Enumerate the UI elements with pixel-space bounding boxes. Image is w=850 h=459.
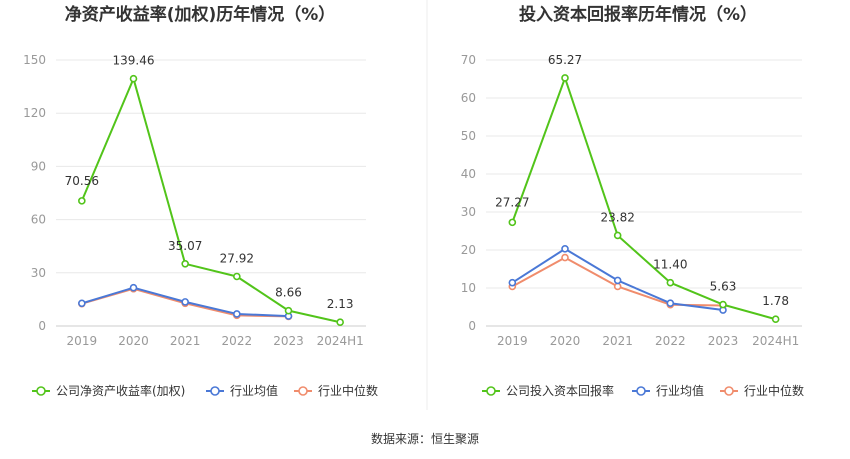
y-tick-label: 30	[31, 266, 46, 280]
y-tick-label: 70	[461, 53, 476, 67]
chart-title: 投入资本回报率历年情况（%）	[519, 4, 757, 25]
data-label: 2.13	[327, 297, 354, 311]
legend-label: 行业均值	[656, 383, 704, 398]
data-point	[233, 272, 241, 281]
data-label: 1.78	[762, 294, 789, 308]
data-label: 23.82	[600, 210, 634, 224]
data-point	[666, 278, 675, 287]
data-point	[233, 310, 241, 318]
data-label: 70.56	[65, 174, 99, 188]
chart-1: 净资产收益率(加权)历年情况（%） 0 30 60 90 120 150 2019 2020 20…	[23, 4, 378, 398]
data-point	[561, 253, 569, 262]
data-label: 27.92	[220, 251, 254, 265]
y-tick-label: 60	[31, 213, 46, 227]
data-label: 11.40	[653, 258, 687, 272]
chart-2: 投入资本回报率历年情况（%） 0 10 20 30 40 50 60 70 2019 2020 202…	[461, 4, 804, 398]
y-tick-label: 40	[461, 167, 476, 181]
x-tick-label: 2022	[655, 334, 686, 348]
x-tick-label: 2024H1	[317, 334, 364, 348]
data-point	[181, 260, 189, 268]
chart-title: 净资产收益率(加权)历年情况（%）	[65, 4, 336, 25]
x-tick-label: 2020	[118, 334, 149, 348]
legend-label: 公司投入资本回报率	[506, 383, 614, 398]
y-tick-label: 60	[461, 91, 476, 105]
legend-swatch-marker	[210, 386, 220, 396]
x-tick-label: 2021	[602, 334, 633, 348]
data-label: 35.07	[168, 239, 202, 253]
y-tick-label: 20	[461, 243, 476, 257]
data-label: 27.27	[495, 195, 529, 209]
legend-swatch-marker	[636, 386, 646, 396]
legend-label: 行业均值	[230, 383, 278, 398]
data-point	[666, 299, 675, 308]
data-label: 65.27	[548, 53, 582, 67]
data-label: 8.66	[275, 286, 302, 300]
x-tick-label: 2023	[273, 334, 304, 348]
y-tick-label: 150	[23, 53, 46, 67]
x-tick-label: 2019	[67, 334, 98, 348]
legend-label: 公司净资产收益率(加权)	[56, 383, 185, 398]
data-point	[561, 74, 569, 82]
y-tick-label: 90	[31, 159, 46, 173]
data-point	[181, 298, 189, 306]
x-tick-label: 2019	[497, 334, 528, 348]
y-tick-label: 0	[38, 319, 46, 333]
data-point	[508, 218, 517, 227]
x-tick-label: 2023	[708, 334, 739, 348]
y-tick-label: 120	[23, 106, 46, 120]
data-point	[613, 231, 622, 240]
data-point	[78, 197, 86, 205]
x-tick-label: 2024H1	[752, 334, 799, 348]
legend-swatch-marker	[486, 386, 496, 396]
data-point	[129, 283, 138, 292]
x-tick-label: 2021	[170, 334, 201, 348]
legend-swatch-marker	[724, 386, 734, 396]
data-point	[561, 245, 569, 253]
data-point	[78, 299, 86, 308]
series-line-1	[511, 76, 776, 321]
y-tick-label: 0	[468, 319, 476, 333]
data-point	[336, 318, 344, 327]
data-point	[771, 315, 780, 324]
data-point	[613, 276, 622, 285]
y-tick-label: 30	[461, 205, 476, 219]
data-point	[284, 306, 293, 315]
x-tick-label: 2020	[550, 334, 581, 348]
legend-label: 行业中位数	[318, 383, 378, 398]
series-line-1	[80, 77, 341, 324]
y-tick-label: 10	[461, 281, 476, 295]
y-tick-label: 50	[461, 129, 476, 143]
legend-label: 行业中位数	[744, 383, 804, 398]
data-point	[508, 278, 517, 287]
data-point	[129, 74, 138, 83]
data-label: 5.63	[710, 280, 737, 294]
data-point	[719, 300, 727, 309]
data-label: 139.46	[113, 54, 155, 68]
legend-swatch-marker	[298, 386, 308, 396]
legend-swatch-marker	[36, 386, 46, 396]
data-point	[613, 282, 622, 291]
x-tick-label: 2022	[222, 334, 253, 348]
data-source-text: 数据来源：恒生聚源	[371, 431, 479, 446]
